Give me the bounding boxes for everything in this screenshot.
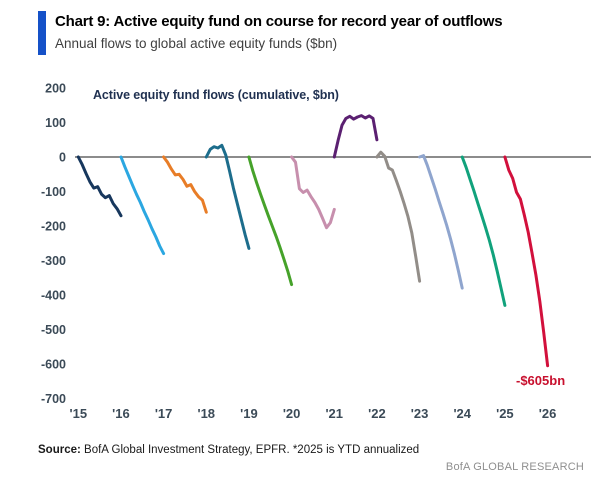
x-tick-label: '21 <box>325 406 343 421</box>
series-line-2024 <box>460 155 507 307</box>
final-value-annotation: -$605bn <box>516 373 566 388</box>
series-line-2016 <box>119 155 166 256</box>
x-tick-label: '26 <box>539 406 557 421</box>
y-tick-label: -300 <box>41 254 66 268</box>
x-tick-label: '16 <box>112 406 130 421</box>
series-line-2022 <box>375 150 422 283</box>
header-accent-bar <box>38 11 46 55</box>
series-line-2021 <box>332 114 379 159</box>
x-tick-label: '25 <box>496 406 514 421</box>
series-line-2020 <box>290 155 336 230</box>
x-tick-label: '17 <box>155 406 173 421</box>
source-note: Source: BofA Global Investment Strategy,… <box>38 444 578 456</box>
page-subtitle: Annual flows to global active equity fun… <box>55 36 338 51</box>
series-line-2018 <box>204 143 251 250</box>
brand-footer: BofA GLOBAL RESEARCH <box>445 461 584 473</box>
series-line-2025* <box>503 155 550 368</box>
plot-title: Active equity fund flows (cumulative, $b… <box>93 88 339 102</box>
series-line-2019 <box>247 155 294 287</box>
y-tick-label: -400 <box>41 289 66 303</box>
page-title: Chart 9: Active equity fund on course fo… <box>55 13 503 30</box>
x-tick-label: '19 <box>240 406 258 421</box>
y-tick-label: 200 <box>45 82 66 96</box>
series-line-2017 <box>162 155 208 214</box>
y-tick-label: -500 <box>41 323 66 337</box>
x-tick-label: '22 <box>368 406 386 421</box>
y-tick-label: 0 <box>59 151 66 165</box>
x-tick-label: '18 <box>197 406 215 421</box>
series-line-2015 <box>76 155 123 218</box>
series-line-2023 <box>418 154 464 290</box>
source-label: Source: <box>38 444 81 456</box>
y-tick-label: -600 <box>41 358 66 372</box>
y-tick-label: -100 <box>41 185 66 199</box>
y-tick-label: -700 <box>41 392 66 406</box>
source-text: BofA Global Investment Strategy, EPFR. *… <box>84 444 420 456</box>
x-tick-label: '20 <box>283 406 301 421</box>
x-tick-label: '23 <box>411 406 429 421</box>
y-tick-label: -200 <box>41 220 66 234</box>
x-tick-label: '24 <box>453 406 471 421</box>
x-tick-label: '15 <box>70 406 88 421</box>
y-tick-label: 100 <box>45 116 66 130</box>
